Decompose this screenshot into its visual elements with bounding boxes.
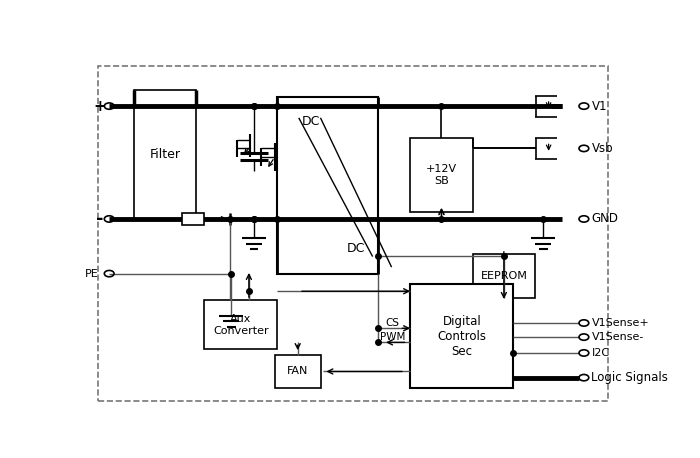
Bar (277, 97, 378, 273)
Text: Digital
Controls
Sec: Digital Controls Sec (438, 315, 486, 358)
Text: Filter: Filter (149, 148, 181, 161)
Bar (183, 213, 204, 224)
Text: V1Sense-: V1Sense- (592, 332, 644, 342)
Text: FAN: FAN (287, 366, 309, 376)
Text: DC: DC (302, 115, 320, 128)
Text: GND: GND (592, 213, 619, 225)
Text: Aux
Converter: Aux Converter (213, 314, 269, 336)
Text: I2C: I2C (592, 348, 610, 358)
Text: Logic Signals: Logic Signals (592, 371, 668, 384)
Text: CS: CS (386, 318, 400, 327)
Text: EEPROM: EEPROM (480, 271, 527, 281)
Text: PWM: PWM (380, 332, 406, 342)
Bar (274, 354, 321, 388)
Text: +: + (93, 98, 106, 114)
Text: Vsb: Vsb (592, 142, 613, 155)
Text: DC: DC (346, 242, 365, 256)
Bar (134, 90, 196, 219)
Text: PE: PE (85, 268, 98, 278)
Bar (204, 300, 277, 349)
Bar (473, 254, 535, 298)
Text: V1Sense+: V1Sense+ (592, 318, 649, 328)
Text: +12V
SB: +12V SB (426, 164, 457, 185)
Bar (410, 138, 473, 212)
Text: -: - (96, 210, 103, 228)
Bar (410, 284, 513, 388)
Text: V1: V1 (592, 99, 607, 113)
